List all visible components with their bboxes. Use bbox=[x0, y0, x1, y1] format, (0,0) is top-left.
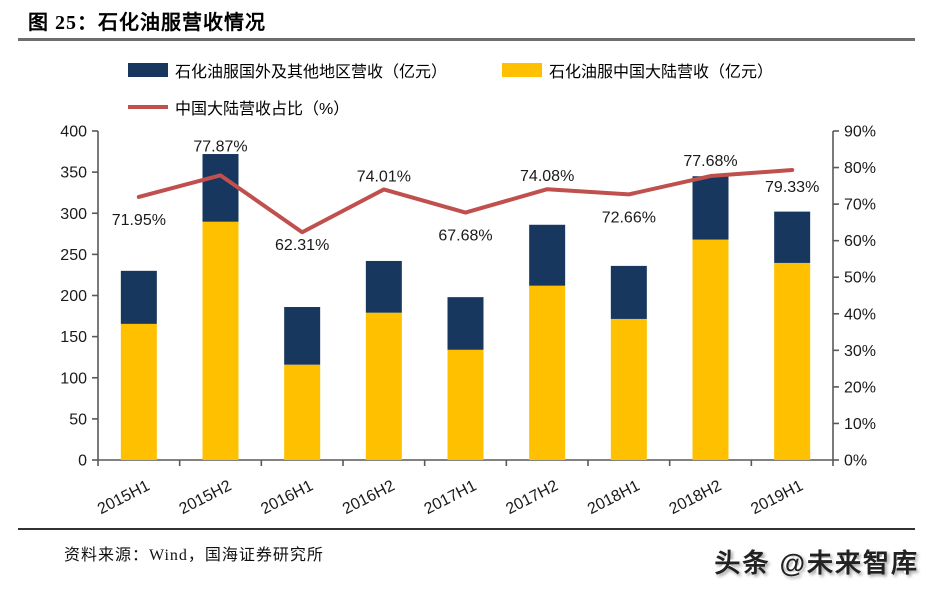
bar-mainland-2018H1 bbox=[610, 318, 647, 460]
bar-overseas-2019H1 bbox=[774, 211, 811, 263]
legend-swatch-ratio-line-icon bbox=[128, 105, 168, 109]
bar-overseas-2018H1 bbox=[610, 265, 647, 319]
legend-swatch-overseas-icon bbox=[128, 63, 168, 77]
bar-overseas-2018H2 bbox=[692, 176, 729, 240]
legend-label-mainland: 石化油服中国大陆营收（亿元） bbox=[549, 64, 774, 81]
x-axis-category-label: 2018H2 bbox=[667, 477, 725, 518]
x-axis-category-label: 2015H2 bbox=[177, 477, 235, 518]
chart-legend: 石化油服国外及其他地区营收（亿元） 石化油服中国大陆营收（亿元） 中国大陆营收占… bbox=[128, 58, 773, 132]
bar-mainland-2015H2 bbox=[202, 221, 239, 460]
legend-item-mainland-ratio: 中国大陆营收占比（%） bbox=[128, 95, 349, 119]
bar-overseas-2016H2 bbox=[365, 260, 402, 313]
watermark: 头条 @未来智库 bbox=[714, 548, 919, 578]
stacked-bar-line-chart: 0 50 100 150 200 250 300 350 400 0% 10% 20% 30% 40% 50… bbox=[60, 124, 876, 519]
ratio-point-label: 79.33% bbox=[765, 179, 819, 196]
ratio-line bbox=[136, 168, 795, 235]
figure-title: 图 25：石化油服营收情况 bbox=[28, 12, 266, 34]
ratio-point-label: 62.31% bbox=[275, 237, 329, 254]
right-axis-tick-label: 30% bbox=[844, 343, 876, 360]
bar-overseas-2015H2 bbox=[202, 154, 239, 222]
right-axis-tick-label: 0% bbox=[844, 453, 867, 470]
legend-label-ratio: 中国大陆营收占比（%） bbox=[175, 101, 350, 118]
left-axis-tick-label: 400 bbox=[60, 124, 87, 141]
bar-mainland-2017H2 bbox=[529, 285, 566, 460]
legend-item-overseas-revenue: 石化油服国外及其他地区营收（亿元） bbox=[128, 58, 447, 82]
right-axis-tick-label: 60% bbox=[844, 233, 876, 250]
legend-label-overseas: 石化油服国外及其他地区营收（亿元） bbox=[175, 64, 448, 81]
bar-mainland-2019H1 bbox=[774, 262, 811, 460]
bar-overseas-2016H1 bbox=[284, 307, 321, 365]
ratio-point-label: 71.95% bbox=[112, 212, 166, 229]
right-axis-tick-label: 20% bbox=[844, 379, 876, 396]
x-axis-category-label: 2015H1 bbox=[95, 477, 153, 518]
title-divider bbox=[18, 38, 915, 41]
bar-mainland-2018H2 bbox=[692, 239, 729, 460]
bar-mainland-2017H1 bbox=[447, 349, 484, 460]
left-axis-tick-label: 350 bbox=[60, 165, 87, 182]
bar-overseas-2017H1 bbox=[447, 297, 484, 350]
ratio-point-label: 74.01% bbox=[357, 168, 411, 185]
bar-overseas-2015H1 bbox=[120, 270, 157, 324]
right-axis-tick-label: 40% bbox=[844, 306, 876, 323]
left-axis-tick-label: 150 bbox=[60, 329, 87, 346]
ratio-point-label: 77.87% bbox=[193, 138, 247, 155]
source-note: 资料来源：Wind，国海证券研究所 bbox=[64, 547, 324, 564]
bar-overseas-2017H2 bbox=[529, 224, 566, 286]
footer-divider bbox=[18, 528, 915, 530]
bar-mainland-2016H2 bbox=[365, 312, 402, 460]
left-axis-tick-label: 0 bbox=[78, 453, 87, 470]
x-axis-category-label: 2016H2 bbox=[340, 477, 398, 518]
left-axis-tick-label: 200 bbox=[60, 288, 87, 305]
x-axis-category-label: 2017H2 bbox=[503, 477, 561, 518]
legend-row-2: 中国大陆营收占比（%） bbox=[128, 95, 773, 119]
right-axis-tick-label: 50% bbox=[844, 270, 876, 287]
ratio-point-label: 67.68% bbox=[438, 228, 492, 245]
left-axis-tick-label: 250 bbox=[60, 247, 87, 264]
right-axis-tick-label: 10% bbox=[844, 416, 876, 433]
left-axis-tick-label: 300 bbox=[60, 206, 87, 223]
legend-item-mainland-revenue: 石化油服中国大陆营收（亿元） bbox=[502, 58, 773, 82]
chart-area: 0 50 100 150 200 250 300 350 400 0% 10% 20% 30% 40% 50… bbox=[0, 115, 927, 530]
right-axis-tick-label: 80% bbox=[844, 160, 876, 177]
left-axis-tick-label: 50 bbox=[69, 411, 87, 428]
left-axis-tick-label: 100 bbox=[60, 370, 87, 387]
legend-swatch-mainland-icon bbox=[502, 63, 543, 77]
ratio-point-label: 72.66% bbox=[602, 209, 656, 226]
x-axis-category-label: 2019H1 bbox=[748, 477, 806, 518]
right-axis-tick-label: 90% bbox=[844, 124, 876, 141]
x-axis-category-label: 2018H1 bbox=[585, 477, 643, 518]
bar-mainland-2016H1 bbox=[284, 364, 321, 460]
ratio-point-label: 74.08% bbox=[520, 168, 574, 185]
ratio-point-label: 77.68% bbox=[683, 153, 737, 170]
x-axis-category-label: 2016H1 bbox=[258, 477, 316, 518]
right-axis-tick-label: 70% bbox=[844, 197, 876, 214]
legend-row-1: 石化油服国外及其他地区营收（亿元） 石化油服中国大陆营收（亿元） bbox=[128, 58, 773, 82]
bar-mainland-2015H1 bbox=[120, 323, 157, 460]
x-axis-category-label: 2017H1 bbox=[422, 477, 480, 518]
